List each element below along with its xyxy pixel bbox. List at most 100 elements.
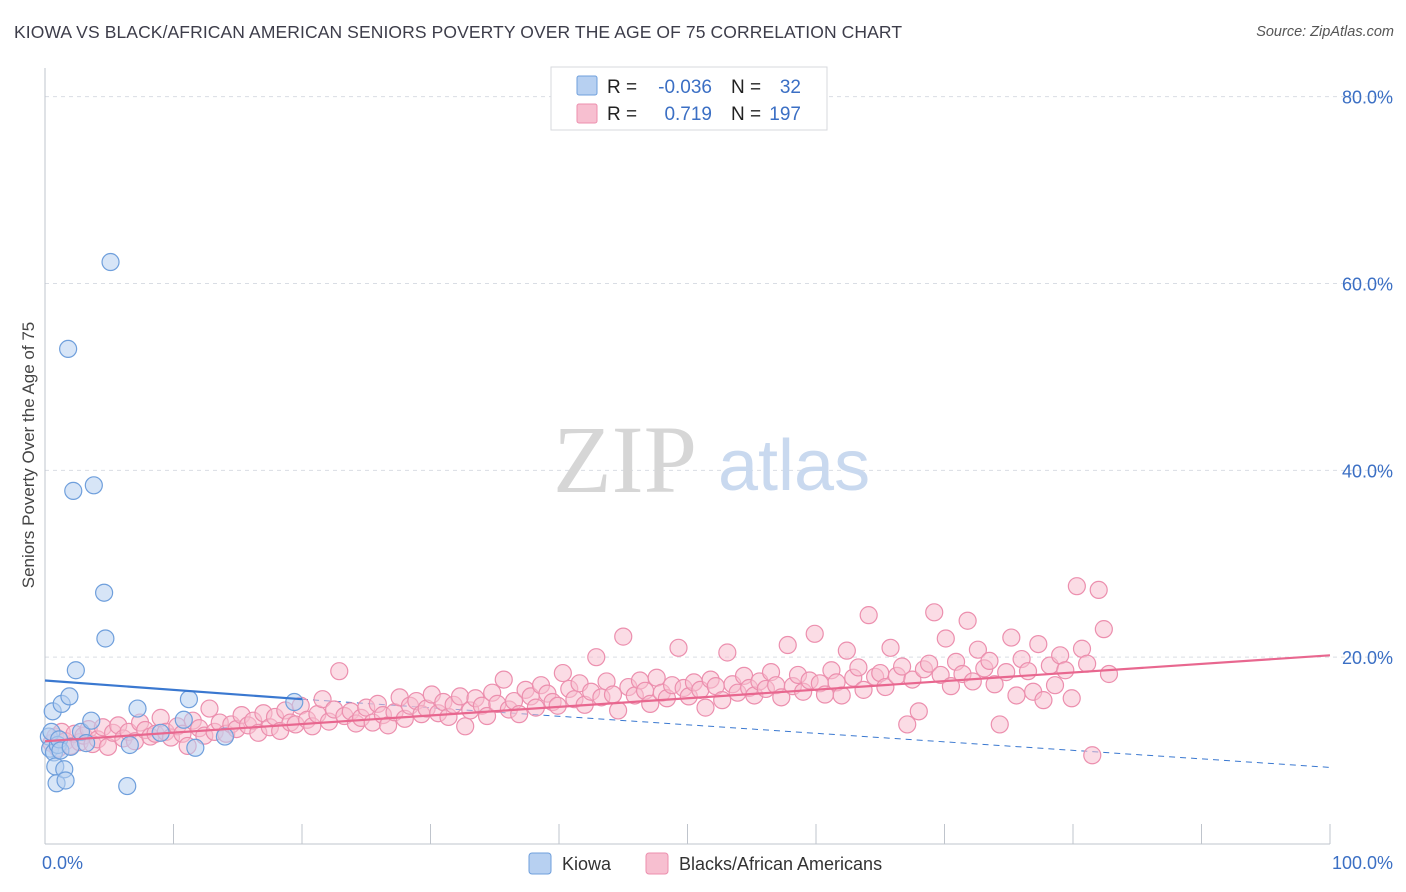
data-point-kiowa bbox=[96, 629, 115, 648]
data-point-black bbox=[669, 638, 688, 657]
data-point-kiowa bbox=[64, 481, 83, 500]
data-point-black bbox=[778, 635, 797, 655]
data-point-black bbox=[963, 672, 982, 691]
y-tick-labels: 20.0% 40.0% 60.0% 80.0% bbox=[1342, 88, 1393, 668]
trend-line-kiowa bbox=[44, 679, 303, 701]
data-point-black bbox=[849, 658, 868, 677]
data-point-black bbox=[1099, 664, 1119, 684]
legend-n-label-kiowa: N = bbox=[731, 77, 761, 98]
series-black-points bbox=[42, 577, 1119, 765]
data-point-black bbox=[936, 629, 955, 648]
data-point-kiowa bbox=[56, 771, 75, 790]
y-tick-label: 80.0% bbox=[1342, 88, 1393, 108]
trend-line-kiowa-dashed bbox=[301, 698, 1331, 768]
data-point-black bbox=[892, 657, 912, 676]
data-point-kiowa bbox=[174, 710, 193, 729]
data-point-black bbox=[696, 698, 715, 717]
chart-title: KIOWA VS BLACK/AFRICAN AMERICAN SENIORS … bbox=[14, 22, 903, 42]
data-point-kiowa bbox=[215, 727, 234, 746]
x-tick-label-min: 0.0% bbox=[42, 853, 83, 873]
data-point-kiowa bbox=[118, 776, 137, 796]
data-point-black bbox=[805, 624, 824, 643]
watermark: ZIP atlas bbox=[553, 406, 870, 513]
data-point-black bbox=[1062, 689, 1081, 708]
data-point-black bbox=[980, 651, 999, 671]
data-point-kiowa bbox=[128, 699, 147, 718]
data-point-black bbox=[1067, 577, 1086, 596]
data-point-black bbox=[718, 643, 737, 662]
data-point-black bbox=[985, 675, 1004, 694]
data-point-black bbox=[859, 606, 878, 625]
data-point-black bbox=[919, 654, 939, 673]
data-point-black bbox=[456, 717, 475, 736]
data-point-kiowa bbox=[120, 735, 139, 755]
data-point-kiowa bbox=[95, 583, 114, 602]
data-point-black bbox=[1056, 661, 1075, 680]
bottom-legend-swatch-black bbox=[645, 852, 669, 875]
data-point-black bbox=[958, 611, 977, 630]
data-point-black bbox=[553, 663, 572, 683]
data-point-kiowa bbox=[82, 711, 101, 730]
legend-n-value-kiowa: 32 bbox=[780, 77, 801, 98]
bottom-legend-swatch-kiowa bbox=[528, 852, 552, 875]
watermark-zip: ZIP bbox=[553, 406, 697, 513]
legend-r-label-black: R = bbox=[607, 104, 637, 125]
y-axis-title: Seniors Poverty Over the Age of 75 bbox=[19, 322, 38, 588]
legend-r-value-kiowa: -0.036 bbox=[658, 77, 712, 98]
data-point-black bbox=[1045, 676, 1065, 695]
data-point-black bbox=[832, 686, 851, 705]
data-point-kiowa bbox=[60, 687, 79, 706]
y-tick-label: 20.0% bbox=[1342, 648, 1393, 668]
data-point-black bbox=[1029, 634, 1048, 654]
data-point-kiowa bbox=[59, 339, 78, 359]
data-point-black bbox=[614, 627, 633, 646]
data-point-black bbox=[1094, 620, 1113, 639]
data-point-black bbox=[609, 701, 628, 720]
data-point-black bbox=[713, 691, 732, 710]
data-point-black bbox=[313, 690, 332, 709]
data-point-black bbox=[494, 670, 513, 689]
y-tick-label: 60.0% bbox=[1342, 275, 1393, 295]
data-point-black bbox=[1007, 686, 1026, 705]
data-point-black bbox=[898, 715, 917, 734]
data-point-black bbox=[330, 662, 349, 681]
data-point-black bbox=[587, 648, 606, 667]
legend-swatch-kiowa bbox=[576, 75, 598, 96]
data-point-kiowa bbox=[285, 692, 304, 712]
kiowa-trend-extension bbox=[301, 698, 1331, 768]
data-point-black bbox=[881, 638, 900, 657]
data-point-kiowa bbox=[84, 476, 103, 495]
y-tick-label: 40.0% bbox=[1342, 461, 1393, 481]
legend-r-value-black: 0.719 bbox=[664, 104, 712, 125]
bottom-legend-label-kiowa: Kiowa bbox=[562, 854, 612, 874]
data-point-black bbox=[909, 702, 928, 721]
legend-n-label-black: N = bbox=[731, 104, 761, 125]
legend-swatch-black bbox=[576, 103, 598, 124]
axes bbox=[44, 68, 1331, 845]
data-point-black bbox=[450, 687, 470, 706]
data-point-black bbox=[1018, 662, 1038, 681]
data-point-black bbox=[200, 699, 219, 718]
bottom-legend-label-black: Blacks/African Americans bbox=[679, 854, 882, 874]
data-point-black bbox=[925, 603, 944, 622]
data-point-black bbox=[1034, 691, 1053, 710]
data-point-black bbox=[1083, 746, 1102, 765]
legend-n-value-black: 197 bbox=[769, 104, 801, 125]
watermark-atlas: atlas bbox=[718, 426, 870, 506]
data-point-black bbox=[1002, 628, 1021, 647]
legend-r-label-kiowa: R = bbox=[607, 77, 637, 98]
gridlines bbox=[45, 96, 1392, 658]
data-point-black bbox=[931, 665, 950, 685]
data-point-black bbox=[1078, 654, 1097, 673]
data-point-black bbox=[837, 641, 856, 660]
data-point-black bbox=[968, 640, 988, 659]
trend-line-black bbox=[44, 654, 1331, 743]
data-point-kiowa bbox=[66, 661, 85, 680]
trend-lines bbox=[44, 654, 1331, 743]
correlation-legend: R = -0.036 N = 32 R = 0.719 N = 197 bbox=[550, 66, 828, 131]
data-point-black bbox=[876, 677, 895, 697]
data-point-black bbox=[603, 685, 623, 704]
series-legend: Kiowa Blacks/African Americans bbox=[528, 852, 882, 875]
data-point-black bbox=[990, 715, 1009, 734]
